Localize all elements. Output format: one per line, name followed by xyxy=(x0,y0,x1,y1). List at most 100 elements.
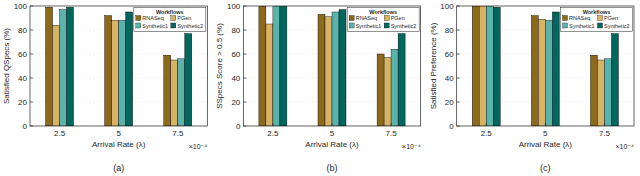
x-tick xyxy=(118,123,119,126)
y-tick xyxy=(457,54,460,55)
y-tick-label: 80 xyxy=(18,26,27,35)
y-tick xyxy=(30,102,33,103)
y-tick xyxy=(457,78,460,79)
legend-label: Synthetic1 xyxy=(142,23,168,29)
legend-title: Workflows xyxy=(369,9,397,15)
legend-label: RNASeq xyxy=(569,15,590,21)
bar xyxy=(60,10,67,126)
bar xyxy=(259,6,266,126)
legend: WorkflowsRNASeqPGenSynthetic1Synthetic2 xyxy=(347,8,419,32)
legend-swatch xyxy=(136,23,141,28)
legend-box xyxy=(134,8,206,32)
panel: 0204060801002.557.5Arrival Rate (λ)Satis… xyxy=(2,2,207,173)
bar xyxy=(398,34,405,126)
x-tick-label: 5 xyxy=(543,129,548,138)
y-axis-label: Satisfied Preference (%) xyxy=(429,22,438,109)
bar xyxy=(384,58,391,126)
y-tick xyxy=(243,78,246,79)
y-tick xyxy=(243,6,246,7)
bar xyxy=(171,60,178,126)
y-tick xyxy=(243,102,246,103)
legend-swatch xyxy=(598,16,603,21)
y-tick-label: 0 xyxy=(449,122,454,131)
legend-label: RNASeq xyxy=(356,15,377,21)
x-axis-label: Arrival Rate (λ) xyxy=(92,140,146,149)
y-tick-label: 20 xyxy=(18,98,27,107)
legend-label: PGen xyxy=(391,15,405,21)
x-tick xyxy=(177,123,178,126)
x-axis-label: Arrival Rate (λ) xyxy=(305,140,359,149)
bar xyxy=(105,16,112,126)
y-axis-label: Satisfied QSpecs (%) xyxy=(2,28,11,104)
x-axis-label: Arrival Rate (λ) xyxy=(519,140,573,149)
plot-frame xyxy=(457,6,634,126)
legend-title: Workflows xyxy=(583,9,611,15)
y-tick-label: 80 xyxy=(231,26,240,35)
y-tick-label: 100 xyxy=(440,2,454,11)
y-tick-label: 60 xyxy=(18,50,27,59)
x-tick-label: 5 xyxy=(116,129,121,138)
bar xyxy=(67,7,74,126)
bar xyxy=(590,55,597,126)
bar xyxy=(318,14,325,126)
plot-frame xyxy=(30,6,207,126)
bar xyxy=(597,60,604,126)
plot-frame xyxy=(243,6,420,126)
bar xyxy=(119,20,126,126)
y-tick xyxy=(30,78,33,79)
x-tick-label: 2.5 xyxy=(481,129,493,138)
legend-swatch xyxy=(349,23,354,28)
legend-label: PGen xyxy=(604,15,618,21)
x-multiplier: ×10⁻⁴ xyxy=(189,143,208,150)
y-tick xyxy=(30,54,33,55)
y-tick xyxy=(457,102,460,103)
y-tick xyxy=(30,30,33,31)
bar xyxy=(185,34,192,126)
bar xyxy=(552,12,559,126)
x-tick xyxy=(604,123,605,126)
panel: 0204060801002.557.5Arrival Rate (λ)Satis… xyxy=(429,2,634,173)
legend-swatch xyxy=(384,16,389,21)
bar xyxy=(332,12,339,126)
legend-swatch xyxy=(384,23,389,28)
bar xyxy=(538,19,545,126)
bar xyxy=(280,6,287,126)
bar xyxy=(273,6,280,126)
legend: WorkflowsRNASeqPGenSynthetic1Synthetic2 xyxy=(561,8,633,32)
legend-box xyxy=(347,8,419,32)
bar xyxy=(112,20,119,126)
figure: 0204060801002.557.5Arrival Rate (λ)Satis… xyxy=(0,0,640,176)
x-tick xyxy=(59,123,60,126)
bar xyxy=(178,59,185,126)
legend-swatch xyxy=(171,16,176,21)
y-tick-label: 0 xyxy=(236,122,241,131)
bar xyxy=(472,6,479,126)
x-tick-label: 7.5 xyxy=(599,129,611,138)
bar xyxy=(604,59,611,126)
bar xyxy=(126,12,133,126)
y-tick-label: 100 xyxy=(14,2,28,11)
x-tick xyxy=(332,123,333,126)
legend-box xyxy=(561,8,633,32)
bar xyxy=(266,24,273,126)
bar xyxy=(339,10,346,126)
legend-swatch xyxy=(563,16,568,21)
y-tick xyxy=(457,126,460,127)
bar xyxy=(53,25,60,126)
y-tick-label: 60 xyxy=(445,50,454,59)
bar xyxy=(479,6,486,126)
bar xyxy=(377,54,384,126)
caption: (b) xyxy=(327,163,338,173)
y-tick-label: 60 xyxy=(231,50,240,59)
legend: WorkflowsRNASeqPGenSynthetic1Synthetic2 xyxy=(134,8,206,32)
legend-label: RNASeq xyxy=(142,15,163,21)
x-multiplier: ×10⁻⁴ xyxy=(402,143,421,150)
x-tick-label: 2.5 xyxy=(54,129,66,138)
y-tick xyxy=(243,30,246,31)
bar xyxy=(391,49,398,126)
x-tick-label: 7.5 xyxy=(172,129,184,138)
legend-label: Synthetic2 xyxy=(177,23,203,29)
bar xyxy=(493,7,500,126)
y-tick-label: 0 xyxy=(23,122,28,131)
bar xyxy=(164,55,171,126)
